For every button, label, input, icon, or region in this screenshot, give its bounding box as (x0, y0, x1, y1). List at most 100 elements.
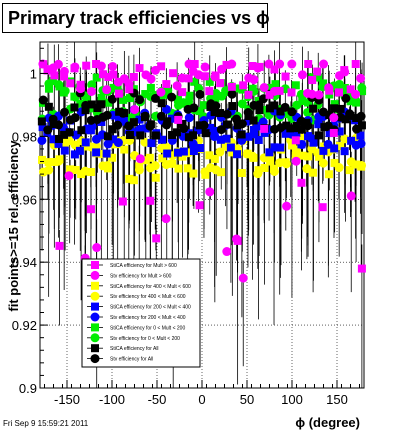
data-point-square (281, 110, 290, 119)
data-point-square (151, 173, 160, 182)
data-point-square (162, 143, 171, 152)
data-point-square (309, 168, 318, 177)
data-point-square (118, 197, 127, 206)
legend-marker-square (91, 302, 99, 311)
data-point-circle (200, 62, 210, 72)
data-point-square (174, 164, 183, 173)
data-point-circle (334, 163, 344, 173)
data-point-square (97, 100, 106, 109)
data-point-circle (48, 114, 58, 124)
data-point-square (325, 111, 334, 120)
data-point-square (345, 166, 354, 175)
data-point-square (228, 102, 237, 111)
data-point-circle (70, 113, 80, 123)
data-point-square (77, 170, 86, 179)
data-point-circle (314, 90, 324, 100)
data-point-circle (81, 100, 91, 110)
data-point-circle (145, 121, 155, 131)
data-point-circle (357, 160, 367, 170)
data-point-circle (140, 111, 150, 121)
data-point-square (210, 154, 219, 163)
x-tick-label: 0 (198, 392, 205, 407)
data-point-circle (253, 63, 263, 73)
data-point-circle (172, 81, 182, 91)
data-point-square (298, 151, 307, 160)
data-point-square (319, 146, 328, 155)
data-point-circle (215, 147, 225, 157)
data-point-circle (161, 160, 171, 170)
data-point-circle (264, 59, 274, 69)
data-point-square (237, 168, 246, 177)
x-tick-label: -50 (148, 392, 167, 407)
data-point-square (304, 132, 313, 141)
data-point-circle (44, 79, 54, 89)
data-point-square (325, 129, 334, 138)
data-point-circle (292, 100, 302, 110)
data-point-square (222, 120, 231, 129)
data-point-square (211, 94, 220, 103)
data-point-square (158, 154, 167, 163)
legend-marker-square (91, 281, 99, 290)
data-point-circle (302, 164, 312, 174)
data-point-circle (130, 105, 140, 115)
data-point-circle (43, 125, 53, 135)
data-point-square (282, 121, 291, 130)
data-point-circle (195, 89, 205, 99)
data-point-square (216, 135, 225, 144)
data-point-square (184, 133, 193, 142)
data-point-square (129, 73, 138, 82)
data-point-square (44, 102, 53, 111)
data-point-square (226, 143, 235, 152)
data-point-circle (287, 59, 297, 69)
data-point-circle (227, 59, 237, 69)
data-point-circle (340, 67, 350, 77)
legend-label: StiCA efficiency for 400 < Mult < 600 (110, 284, 191, 290)
data-point-square (103, 132, 112, 141)
data-point-square (54, 139, 63, 148)
data-point-square (270, 65, 279, 74)
data-point-square (60, 146, 69, 155)
data-point-square (205, 87, 214, 96)
data-point-square (314, 131, 323, 140)
data-point-circle (269, 86, 279, 96)
data-point-circle (108, 61, 118, 71)
data-point-circle (216, 125, 226, 135)
data-point-square (185, 91, 194, 100)
data-point-circle (107, 94, 117, 104)
data-point-circle (307, 134, 317, 144)
data-point-square (167, 114, 176, 123)
data-point-square (330, 104, 339, 113)
data-point-square (168, 159, 177, 168)
data-point-square (216, 109, 225, 118)
data-point-square (330, 158, 339, 167)
data-point-circle (303, 121, 313, 131)
data-point-square (199, 101, 208, 110)
data-point-square (352, 160, 361, 169)
legend-label: StiCA efficiency for 200 < Mult < 400 (110, 305, 191, 311)
data-point-square (291, 136, 300, 145)
data-point-square (227, 82, 236, 91)
data-point-square (335, 127, 344, 136)
data-point-square (114, 114, 123, 123)
data-point-circle (44, 165, 54, 175)
data-point-square (206, 123, 215, 132)
data-point-square (82, 61, 91, 70)
data-point-circle (92, 243, 102, 253)
data-point-square (109, 70, 118, 79)
data-point-circle (59, 107, 69, 117)
data-point-square (38, 155, 47, 164)
data-point-circle (345, 109, 355, 119)
data-point-circle (341, 93, 351, 103)
data-point-square (55, 134, 64, 143)
data-point-square (287, 141, 296, 150)
data-point-square (266, 83, 275, 92)
data-point-square (324, 170, 333, 179)
data-point-circle (259, 83, 269, 93)
data-point-square (97, 117, 106, 126)
data-point-square (248, 62, 257, 71)
data-point-circle (54, 80, 64, 90)
data-point-circle (140, 137, 150, 147)
data-point-square (66, 165, 75, 174)
data-point-square (222, 60, 231, 69)
chart-title: Primary track efficiencies vs ϕ (2, 3, 270, 33)
